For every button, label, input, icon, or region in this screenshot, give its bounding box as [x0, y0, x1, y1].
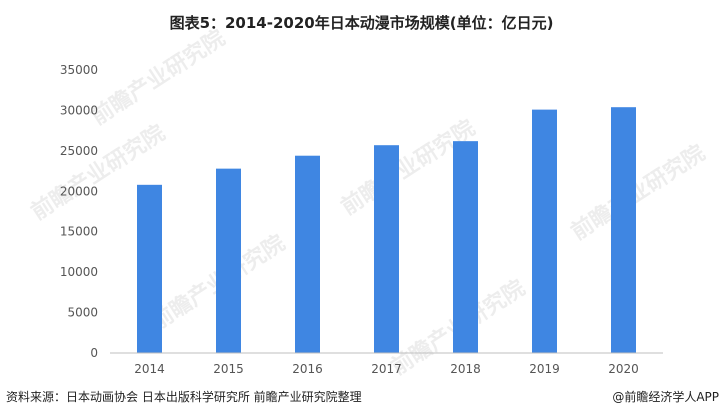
x-tick-label: 2015: [213, 362, 244, 376]
x-tick-label: 2018: [450, 362, 481, 376]
y-tick-label: 35000: [60, 63, 98, 77]
brand-label: @前瞻经济学人APP: [612, 390, 719, 404]
x-tick-label: 2020: [608, 362, 639, 376]
y-tick-label: 10000: [60, 265, 98, 279]
x-axis: 2014 2015 2016 2017 2018 2019 2020: [134, 362, 639, 376]
bar-2014: [137, 184, 162, 353]
x-tick-label: 2019: [529, 362, 560, 376]
y-tick-label: 0: [90, 346, 98, 360]
chart-title: 图表5：2014-2020年日本动漫市场规模(单位：亿日元): [169, 14, 554, 32]
x-tick-label: 2016: [292, 362, 323, 376]
source-note: 资料来源：日本动画协会 日本出版科学研究所 前瞻产业研究院整理: [6, 390, 362, 404]
y-axis: 0 5000 10000 15000 20000 25000 30000 35000: [60, 63, 98, 360]
bar-2015: [216, 168, 241, 353]
bar-2020: [611, 107, 636, 354]
y-tick-label: 5000: [67, 306, 98, 320]
footer: 资料来源：日本动画协会 日本出版科学研究所 前瞻产业研究院整理 @前瞻经济学人A…: [0, 388, 723, 410]
bar-2017: [374, 145, 399, 353]
bar-series: [137, 107, 636, 354]
y-tick-label: 20000: [60, 184, 98, 198]
x-tick-label: 2017: [371, 362, 402, 376]
bar-2018: [453, 141, 478, 353]
bar-2019: [532, 109, 557, 354]
y-tick-label: 15000: [60, 225, 98, 239]
y-tick-label: 25000: [60, 144, 98, 158]
x-tick-label: 2014: [134, 362, 165, 376]
y-tick-label: 30000: [60, 103, 98, 117]
bar-2016: [295, 155, 320, 353]
